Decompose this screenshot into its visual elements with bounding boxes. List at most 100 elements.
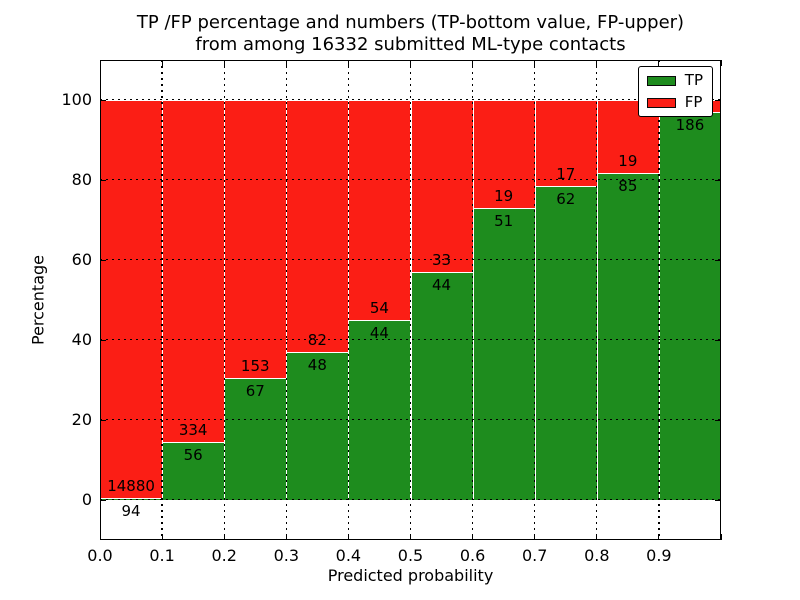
x-tickmark-top — [658, 60, 660, 66]
legend-item-tp: TP — [646, 71, 703, 89]
y-tickmark-right — [715, 419, 721, 421]
gridline-vertical — [596, 60, 598, 540]
x-tick-label: 0.1 — [149, 546, 175, 565]
x-tickmark-top — [285, 60, 287, 66]
x-tickmark-top — [99, 60, 101, 66]
y-tickmark-right — [715, 339, 721, 341]
tp-bar-segment — [224, 378, 287, 500]
y-tickmark-right — [715, 179, 721, 181]
y-tickmark-left — [100, 99, 106, 101]
x-tick-label: 0.2 — [211, 546, 237, 565]
x-tickmark-bottom — [472, 534, 474, 540]
x-tick-label: 0.3 — [273, 546, 300, 565]
y-tickmark-right — [715, 499, 721, 501]
x-tickmark-top — [223, 60, 225, 66]
x-tickmark-top — [534, 60, 536, 66]
gridline-vertical — [161, 60, 163, 540]
x-tickmark-top — [596, 60, 598, 66]
tp-bar-segment — [596, 173, 659, 500]
fp-count-label: 17 — [556, 165, 576, 183]
gridline-vertical — [534, 60, 536, 540]
fp-bar-segment — [286, 100, 349, 353]
fp-bar-segment — [224, 100, 287, 378]
fp-count-label: 19 — [618, 152, 638, 171]
tp-bar-segment — [534, 186, 597, 500]
y-tick-label: 100 — [61, 90, 92, 109]
x-tick-label: 0.6 — [459, 546, 486, 565]
fp-bar-segment — [410, 100, 473, 272]
legend-label-fp: FP — [684, 93, 703, 111]
x-tickmark-bottom — [285, 534, 287, 540]
fp-count-label: 334 — [178, 421, 208, 440]
fp-bar-segment — [100, 100, 163, 498]
x-tick-label: 0.9 — [646, 546, 672, 565]
x-axis-label: Predicted probability — [327, 566, 494, 585]
tp-bar-segment — [348, 320, 411, 500]
gridline-vertical — [409, 60, 412, 540]
y-tickmark-left — [100, 179, 106, 181]
gridline-vertical — [658, 60, 660, 540]
y-tickmark-right — [715, 99, 721, 101]
fp-bar-segment — [348, 100, 411, 321]
legend-item-fp: FP — [646, 93, 703, 111]
tp-bar-segment — [410, 271, 473, 500]
y-tick-label: 40 — [71, 330, 92, 349]
y-tickmark-left — [100, 499, 106, 501]
tp-count-label: 44 — [369, 324, 389, 343]
gridline-vertical — [471, 60, 474, 540]
y-tickmark-right — [715, 259, 721, 261]
fp-count-label: 19 — [494, 187, 514, 206]
y-tick-label: 80 — [71, 170, 92, 189]
tp-bar-segment — [658, 112, 721, 500]
y-tickmark-left — [100, 419, 106, 421]
chart-title-line2: from among 16332 submitted ML-type conta… — [195, 34, 626, 55]
x-tickmark-bottom — [658, 534, 660, 540]
fp-swatch-icon — [646, 97, 676, 108]
legend-label-tp: TP — [684, 71, 703, 89]
x-tickmark-bottom — [161, 534, 163, 540]
y-tick-label: 20 — [71, 410, 92, 429]
x-tick-label: 0.5 — [397, 546, 424, 565]
y-axis-label: Percentage — [28, 254, 48, 346]
x-tick-label: 0.8 — [584, 546, 610, 565]
fp-count-label: 82 — [307, 331, 327, 350]
x-tickmark-bottom — [410, 534, 411, 540]
tp-bar-segment — [472, 208, 535, 500]
x-tick-label: 0.4 — [335, 546, 362, 565]
tp-count-label: 56 — [183, 446, 203, 465]
fp-count-label: 14880 — [107, 476, 155, 495]
x-tickmark-top — [472, 60, 474, 66]
fp-count-label: 54 — [369, 299, 389, 318]
x-tick-label: 0.0 — [87, 546, 113, 565]
y-tick-label: 0 — [81, 490, 92, 509]
tp-bar-segment — [162, 442, 225, 500]
tp-count-label: 67 — [245, 382, 265, 400]
x-tickmark-bottom — [99, 534, 101, 540]
fp-count-label: 33 — [432, 250, 452, 269]
tp-count-label: 94 — [121, 501, 141, 520]
y-tickmark-left — [100, 339, 106, 341]
tp-count-label: 186 — [675, 116, 705, 134]
x-tickmark-bottom — [347, 534, 349, 540]
tp-count-label: 62 — [556, 190, 576, 208]
tp-count-label: 48 — [307, 356, 327, 375]
tp-count-label: 85 — [618, 177, 638, 196]
x-tickmark-top — [161, 60, 163, 66]
x-tick-label: 0.7 — [521, 546, 548, 565]
x-tickmark-top — [410, 60, 411, 66]
y-tick-label: 60 — [71, 250, 92, 269]
tp-count-label: 51 — [494, 212, 514, 231]
x-tickmark-bottom — [534, 534, 536, 540]
y-tickmark-left — [100, 259, 106, 261]
tp-swatch-icon — [646, 75, 676, 86]
x-tickmark-bottom — [596, 534, 598, 540]
fp-bar-segment — [162, 100, 225, 443]
plot-area: TP FP 14880 94 334 56 153 67 82 48 54 44 33 44 19 51 1… — [99, 60, 722, 540]
gridline-vertical — [285, 60, 287, 540]
tp-bar-segment — [286, 352, 349, 500]
gridline-vertical — [223, 60, 225, 540]
x-tickmark-top — [720, 60, 722, 66]
chart-title-line1: TP /FP percentage and numbers (TP-bottom… — [136, 12, 685, 33]
x-tickmark-top — [347, 60, 349, 66]
